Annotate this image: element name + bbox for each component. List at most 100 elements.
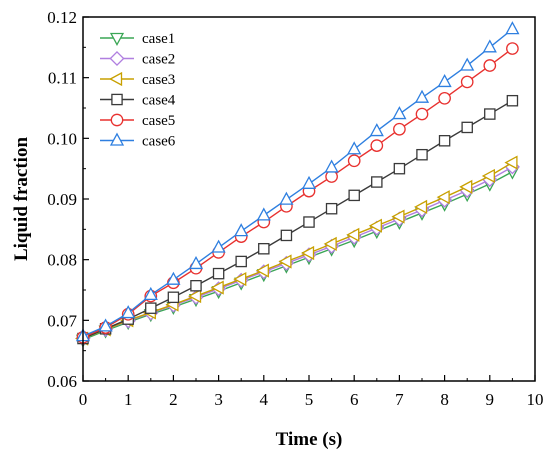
case6-point [324, 159, 339, 173]
x-tick-label: 0 [79, 390, 88, 409]
x-tick-label: 5 [305, 390, 314, 409]
y-tick-label: 0.11 [48, 69, 77, 88]
legend-marker [109, 71, 123, 87]
case4-point [393, 162, 406, 175]
case5-point [438, 91, 451, 105]
legend-label: case1 [142, 31, 175, 47]
series-layer [75, 21, 520, 348]
legend-item-case2: case2 [100, 50, 175, 68]
x-tick-label: 8 [440, 390, 449, 409]
case3-point [233, 271, 247, 287]
case3-point [504, 155, 518, 170]
case3-point [436, 190, 450, 205]
case6-point [505, 21, 520, 35]
x-axis-title: Time (s) [276, 429, 343, 450]
y-tick-label: 0.10 [47, 129, 77, 148]
case6-point [414, 89, 430, 103]
case6-point [460, 57, 475, 71]
case4-point [461, 121, 473, 134]
case6-point [482, 39, 497, 53]
case4-point [416, 148, 428, 161]
y-tick-label: 0.08 [47, 251, 77, 270]
y-axis-title: Liquid fraction [11, 137, 32, 261]
y-tick-label: 0.09 [47, 190, 77, 209]
case3-point [414, 199, 428, 214]
legend-label: case2 [142, 52, 175, 68]
case3-point [301, 245, 315, 261]
series-case4 [77, 94, 519, 345]
case6-point [98, 318, 113, 332]
x-tick-label: 3 [214, 390, 223, 409]
case6-point [166, 271, 181, 285]
legend-item-case4: case4 [100, 93, 176, 109]
axes-layer: 0 1 2 3 4 5 6 7 8 9 10 0.06 0.07 0.08 0.09 0.10 0.11 0.12 [47, 8, 543, 409]
x-tick-label: 9 [486, 390, 495, 409]
case5-point [483, 59, 497, 72]
case4-point [280, 229, 293, 242]
legend-item-case1: case1 [100, 31, 175, 47]
x-tick-label: 7 [395, 390, 404, 409]
legend-marker [109, 132, 125, 146]
case4-point [212, 267, 225, 280]
case3-point [323, 236, 337, 251]
case5-point [506, 42, 519, 55]
case3-point [255, 263, 269, 278]
x-tick-label: 10 [527, 390, 544, 409]
case5-point [347, 154, 361, 168]
case4-point [438, 135, 451, 147]
case3-point [346, 227, 360, 242]
legend-label: case4 [142, 93, 176, 109]
case3-point [368, 218, 382, 233]
legend-label: case6 [142, 134, 176, 150]
legend-marker [109, 50, 125, 67]
case4-point [348, 189, 360, 202]
legend-marker [110, 113, 124, 127]
legend-marker [109, 32, 125, 46]
legend-label: case5 [142, 113, 175, 129]
case3-point [188, 288, 202, 304]
case6-point [437, 73, 452, 88]
case6-point [256, 207, 271, 221]
case4-point [371, 176, 383, 188]
x-tick-label: 4 [260, 390, 269, 409]
case6-point [143, 286, 158, 301]
case4-point [506, 94, 519, 107]
x-tick-label: 1 [124, 390, 133, 409]
case3-point [459, 179, 473, 194]
legend-marker [111, 93, 123, 106]
case5-point [370, 139, 384, 152]
case3-point [391, 209, 405, 224]
case6-point [347, 141, 362, 155]
case3-point [210, 280, 224, 295]
case6-point [301, 175, 317, 189]
case4-point [258, 242, 270, 255]
case4-point [235, 255, 247, 268]
case4-point [190, 280, 202, 292]
case4-point [303, 216, 315, 228]
case6-point [188, 255, 204, 270]
case6-point [392, 106, 407, 120]
legend-item-case6: case6 [100, 132, 176, 150]
x-tick-label: 6 [350, 390, 359, 409]
case4-point [484, 108, 496, 120]
series-case6 [75, 21, 520, 342]
case4-point [325, 202, 338, 215]
case5-point [460, 75, 474, 89]
legend-item-case5: case5 [100, 113, 175, 129]
case6-point [211, 239, 226, 253]
legend-label: case3 [142, 72, 175, 88]
case6-point [234, 223, 249, 237]
case6-point [279, 191, 294, 205]
case6-point [121, 305, 136, 319]
case5-point [415, 107, 429, 121]
y-tick-label: 0.12 [47, 8, 77, 27]
case4-point [167, 291, 180, 304]
case4-point [145, 302, 157, 314]
x-tick-label: 2 [169, 390, 178, 409]
case3-point [278, 254, 292, 269]
case5-point [393, 122, 406, 136]
case6-point [369, 123, 384, 137]
legend-item-case3: case3 [100, 71, 175, 88]
